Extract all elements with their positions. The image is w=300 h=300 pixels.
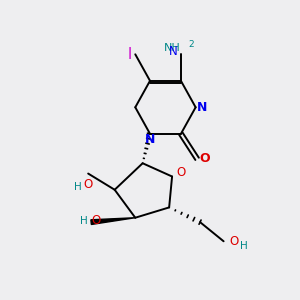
Text: N: N (169, 45, 178, 58)
Text: O: O (199, 152, 210, 165)
Text: H: H (74, 182, 82, 192)
Text: 2: 2 (188, 40, 194, 49)
Text: N: N (145, 133, 155, 146)
Text: N: N (197, 101, 207, 114)
Text: H: H (240, 241, 248, 251)
Text: NH: NH (164, 44, 181, 53)
Text: O: O (230, 235, 239, 248)
Text: O: O (176, 167, 185, 179)
Text: O: O (83, 178, 93, 191)
Text: H: H (80, 216, 88, 226)
Text: O: O (92, 214, 101, 227)
Text: I: I (127, 47, 131, 62)
Polygon shape (91, 218, 135, 224)
